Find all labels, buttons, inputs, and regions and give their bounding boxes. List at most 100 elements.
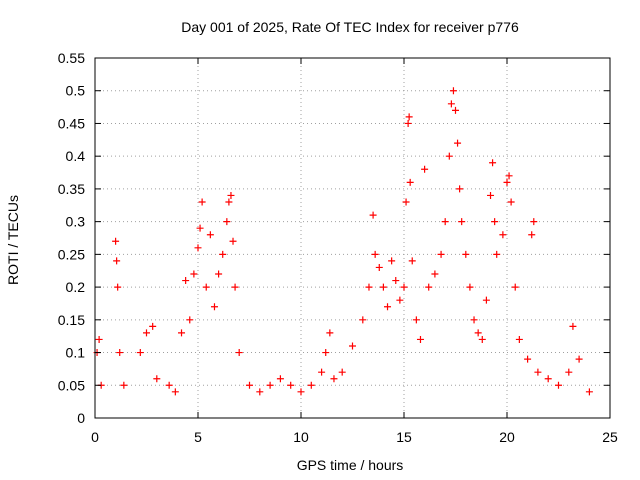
x-axis-label: GPS time / hours (297, 457, 404, 473)
data-point (206, 231, 214, 239)
data-point (246, 381, 253, 389)
data-point (219, 250, 227, 258)
data-point (441, 218, 449, 226)
y-tick-label: 0.45 (58, 115, 85, 131)
data-point (227, 191, 235, 199)
data-point (458, 218, 466, 226)
data-point (256, 388, 264, 396)
data-point (153, 375, 161, 383)
data-point (392, 277, 400, 285)
data-point (544, 375, 552, 383)
data-point (406, 178, 414, 186)
y-tick-label: 0.1 (66, 345, 86, 361)
data-point (489, 159, 497, 167)
x-tick-label: 15 (396, 429, 412, 445)
data-point (194, 244, 202, 252)
data-point (231, 283, 239, 291)
data-point (326, 329, 334, 337)
x-tick-label: 25 (602, 429, 618, 445)
data-point (276, 375, 284, 383)
data-point (425, 283, 433, 291)
data-point (462, 250, 470, 258)
data-point (507, 198, 515, 206)
data-point (114, 283, 122, 291)
y-axis-label: ROTI / TECUs (5, 195, 21, 285)
data-point (215, 270, 223, 278)
data-point (113, 257, 121, 265)
y-tick-label: 0.15 (58, 312, 85, 328)
y-tick-label: 0.2 (66, 279, 86, 295)
data-point (530, 218, 538, 226)
data-point (371, 250, 379, 258)
data-point (569, 322, 577, 330)
data-point (478, 335, 486, 343)
y-tick-label: 0.35 (58, 181, 85, 197)
data-point (365, 283, 373, 291)
data-point (210, 303, 218, 311)
data-point (171, 388, 179, 396)
data-point (565, 368, 573, 376)
plot-frame (94, 57, 611, 419)
data-point (307, 381, 315, 389)
y-tick-label: 0.3 (66, 214, 86, 230)
data-point (454, 139, 462, 147)
data-point (388, 257, 396, 265)
y-tick-label: 0.25 (58, 246, 85, 262)
data-point (95, 335, 103, 343)
data-point (437, 250, 445, 258)
data-point (402, 198, 410, 206)
data-point (266, 381, 274, 389)
data-point (375, 263, 383, 271)
data-point (470, 316, 478, 324)
axis-ticks: 0 5 10 15 20 25 0 0.05 0.1 0.15 0.2 0.25 0.3 0.35 0.4 0… (58, 50, 618, 445)
grid-lines (95, 58, 610, 418)
data-point (112, 237, 120, 245)
y-tick-label: 0.55 (58, 50, 85, 66)
chart-title: Day 001 of 2025, Rate Of TEC Index for r… (181, 19, 519, 35)
data-point (524, 355, 532, 363)
data-point (196, 224, 204, 232)
data-point (369, 211, 377, 219)
data-point (555, 381, 562, 389)
data-point (182, 277, 190, 285)
data-point (384, 303, 392, 311)
data-point (487, 191, 495, 199)
y-tick-label: 0.05 (58, 377, 85, 393)
data-point (229, 237, 237, 245)
data-point (143, 329, 150, 337)
data-point (466, 283, 474, 291)
x-tick-label: 0 (91, 429, 99, 445)
y-tick-label: 0.4 (66, 148, 86, 164)
y-tick-label: 0.5 (66, 83, 86, 99)
data-point (408, 257, 416, 265)
data-point (318, 368, 326, 376)
y-tick-label: 0 (77, 410, 85, 426)
data-point (528, 231, 536, 239)
data-point (503, 178, 511, 186)
x-tick-label: 5 (194, 429, 202, 445)
data-point (330, 375, 338, 383)
data-point (447, 100, 455, 108)
data-point (449, 87, 457, 95)
data-point (493, 250, 501, 258)
data-point (412, 316, 420, 324)
data-point (404, 119, 412, 127)
data-point (186, 316, 194, 324)
data-point (421, 165, 429, 173)
data-point (338, 368, 346, 376)
data-point (379, 283, 387, 291)
data-point (445, 152, 453, 160)
data-point (116, 349, 124, 357)
data-point (322, 349, 330, 357)
data-point (178, 329, 186, 337)
data-point (349, 342, 356, 350)
data-point (416, 335, 424, 343)
data-point (515, 335, 523, 343)
data-point (456, 185, 464, 193)
x-tick-label: 10 (293, 429, 309, 445)
data-point (198, 198, 206, 206)
data-point (165, 381, 173, 389)
data-point (149, 322, 157, 330)
